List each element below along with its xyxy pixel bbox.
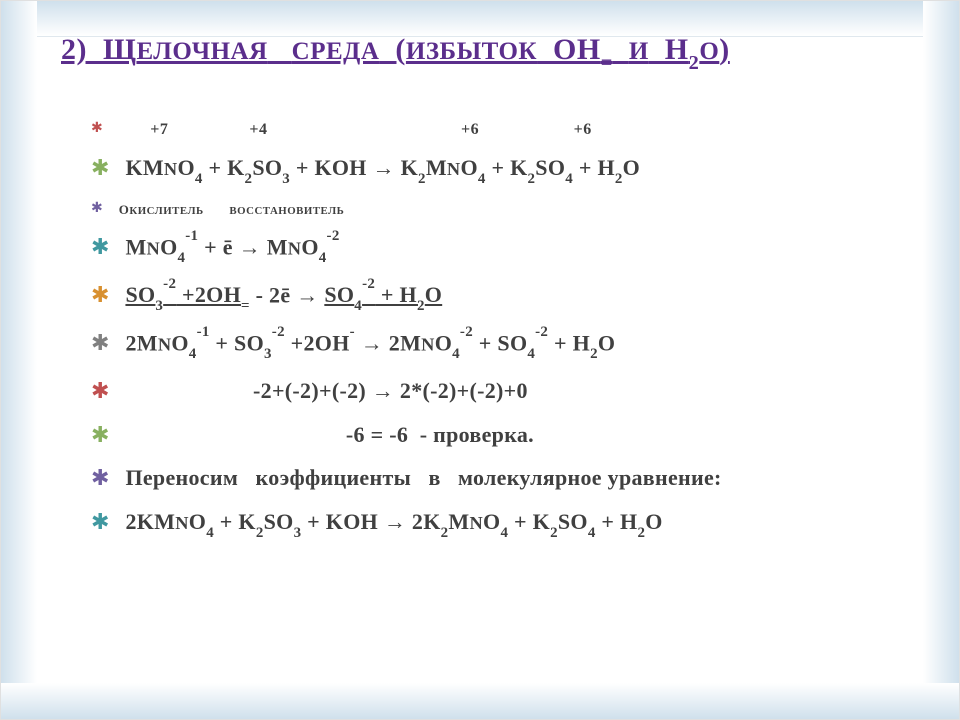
line-text: 2MNO4-1 + SO3-2 +2OH- → 2MNO4-2 + SO4-2 … xyxy=(125,328,615,362)
line-text: 2KMNO4 + K2SO3 + KOH → 2K2MNO4 + K2SO4 +… xyxy=(125,507,662,541)
line-text: Переносим коэффициенты в молекулярное ур… xyxy=(125,463,721,493)
slide-title: 2) ЩЕЛОЧНАЯ СРЕДА (ИЗБЫТОК OH= И H2O) xyxy=(61,33,899,72)
border-left xyxy=(1,1,37,719)
line-text: ОКИСЛИТЕЛЬ ВОССТАНОВИТЕЛЬ xyxy=(119,201,345,219)
border-right xyxy=(923,1,959,719)
bullet-icon: ✱ xyxy=(91,282,109,308)
bullet-icon: ✱ xyxy=(91,378,109,404)
bullet-icon: ✱ xyxy=(91,155,109,181)
line-text: -6 = -6 - проверка. xyxy=(125,420,534,450)
bullet-icon: ✱ xyxy=(91,509,109,535)
bullet-icon: ✱ xyxy=(91,330,109,356)
bullet-icon: ✱ xyxy=(91,201,103,218)
content-line: ✱ -2+(-2)+(-2) → 2*(-2)+(-2)+0 xyxy=(91,376,899,406)
bullet-icon: ✱ xyxy=(91,465,109,491)
line-text: SO3-2 +2OH= - 2ē → SO4-2 + H2O xyxy=(125,280,442,314)
bullet-icon: ✱ xyxy=(91,121,103,138)
content-line: ✱ ОКИСЛИТЕЛЬ ВОССТАНОВИТЕЛЬ xyxy=(91,201,899,219)
line-text: -2+(-2)+(-2) → 2*(-2)+(-2)+0 xyxy=(125,376,527,406)
content-line: ✱ 2MNO4-1 + SO3-2 +2OH- → 2MNO4-2 + SO4-2… xyxy=(91,328,899,362)
content-line: ✱ -6 = -6 - проверка. xyxy=(91,420,899,450)
content-line: ✱ SO3-2 +2OH= - 2ē → SO4-2 + H2O xyxy=(91,280,899,314)
line-text: KMNO4 + K2SO3 + KOH → K2MNO4 + K2SO4 + H… xyxy=(125,153,640,187)
bullet-icon: ✱ xyxy=(91,422,109,448)
content-line: ✱ +7 +4 +6 +6 xyxy=(91,121,899,139)
line-text: MNO4-1 + ē → MNO4-2 xyxy=(125,232,339,266)
content-line: ✱ KMNO4 + K2SO3 + KOH → K2MNO4 + K2SO4 + … xyxy=(91,153,899,187)
line-text: +7 +4 +6 +6 xyxy=(119,121,592,139)
content-line: ✱ MNO4-1 + ē → MNO4-2 xyxy=(91,232,899,266)
border-top xyxy=(1,1,959,37)
slide: 2) ЩЕЛОЧНАЯ СРЕДА (ИЗБЫТОК OH= И H2O) ✱ … xyxy=(0,0,960,720)
content-line: ✱ Переносим коэффициенты в молекулярное у… xyxy=(91,463,899,493)
content-line: ✱ 2KMNO4 + K2SO3 + KOH → 2K2MNO4 + K2SO4 … xyxy=(91,507,899,541)
bullet-icon: ✱ xyxy=(91,234,109,260)
slide-content: ✱ +7 +4 +6 +6✱KMNO4 + K2SO3 + KOH → K2MN… xyxy=(91,121,899,689)
